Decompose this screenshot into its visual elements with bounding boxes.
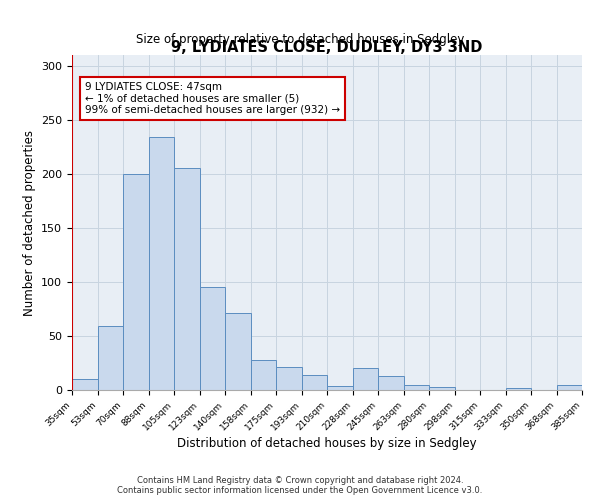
Bar xyxy=(276,368,302,390)
Bar xyxy=(251,360,276,390)
Bar xyxy=(327,386,353,390)
Bar xyxy=(302,375,327,390)
Bar xyxy=(72,379,97,390)
Bar xyxy=(97,326,123,390)
Bar xyxy=(429,387,455,390)
Bar xyxy=(353,368,378,390)
Bar xyxy=(557,384,582,390)
Bar xyxy=(149,137,174,390)
Bar xyxy=(505,388,531,390)
Bar xyxy=(123,174,149,390)
Bar xyxy=(199,288,225,390)
Bar xyxy=(174,168,199,390)
X-axis label: Distribution of detached houses by size in Sedgley: Distribution of detached houses by size … xyxy=(177,438,477,450)
Bar xyxy=(378,376,404,390)
Text: Size of property relative to detached houses in Sedgley: Size of property relative to detached ho… xyxy=(136,32,464,46)
Title: 9, LYDIATES CLOSE, DUDLEY, DY3 3ND: 9, LYDIATES CLOSE, DUDLEY, DY3 3ND xyxy=(172,40,482,55)
Bar xyxy=(404,384,429,390)
Y-axis label: Number of detached properties: Number of detached properties xyxy=(23,130,35,316)
Text: 9 LYDIATES CLOSE: 47sqm
← 1% of detached houses are smaller (5)
99% of semi-deta: 9 LYDIATES CLOSE: 47sqm ← 1% of detached… xyxy=(85,82,340,115)
Bar xyxy=(225,314,251,390)
Text: Contains HM Land Registry data © Crown copyright and database right 2024.
Contai: Contains HM Land Registry data © Crown c… xyxy=(118,476,482,495)
